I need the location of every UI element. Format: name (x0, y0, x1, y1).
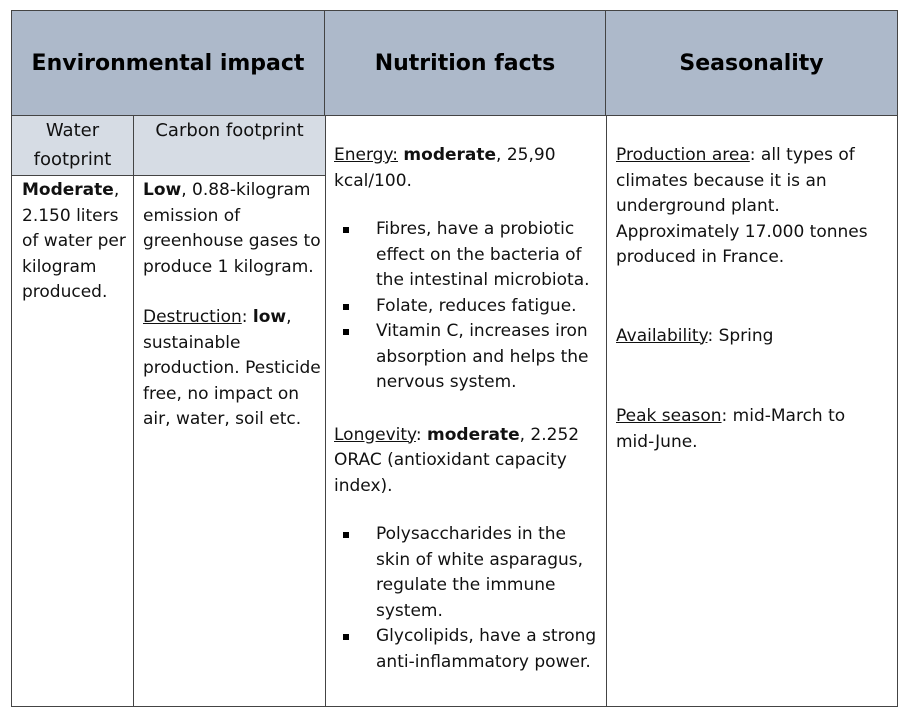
list-item: Polysaccharides in the skin of white asp… (334, 522, 600, 624)
production-paragraph: Production area: all types of climates b… (616, 143, 888, 271)
energy-label: Energy: (334, 145, 399, 165)
availability-text: : Spring (707, 325, 774, 346)
header-divider (12, 115, 897, 116)
header-nutrition-label: Nutrition facts (374, 50, 556, 76)
list-item: Folate, reduces fatigue. (334, 294, 600, 320)
water-text: , 2.150 liters of water per kilogram pro… (22, 180, 126, 302)
water-footprint-cell: Moderate, 2.150 liters of water per kilo… (22, 178, 128, 306)
water-level: Moderate (22, 180, 114, 200)
destruction-label: Destruction (143, 307, 242, 327)
longevity-bullet-list: Polysaccharides in the skin of white asp… (334, 522, 600, 675)
nutrition-facts-cell: Energy: moderate, 25,90 kcal/100. Fibres… (334, 143, 600, 675)
header-seasonality: Seasonality (606, 11, 897, 115)
header-environmental-label: Environmental impact (31, 50, 305, 76)
carbon-level: Low (143, 180, 182, 200)
energy-text: , 25,90 kcal/100. (334, 145, 556, 191)
availability-paragraph: Availability: Spring (616, 324, 888, 350)
destruction-text: , sustainable production. Pesticide free… (143, 307, 321, 429)
subheader-carbon-footprint: Carbon footprint (134, 116, 325, 175)
seasonality-cell: Production area: all types of climates b… (616, 143, 888, 455)
list-item: Glycolipids, have a strong anti-inflamma… (334, 624, 600, 675)
carbon-text: , 0.88-kilogram emission of greenhouse g… (143, 180, 321, 277)
column-divider-environmental (325, 116, 326, 706)
destruction-level: low (252, 307, 287, 327)
header-nutrition-facts: Nutrition facts (325, 11, 606, 115)
column-divider-nutrition (606, 116, 607, 706)
list-item: Fibres, have a probiotic effect on the b… (334, 217, 600, 294)
header-seasonality-label: Seasonality (679, 50, 824, 76)
availability-label: Availability (616, 325, 708, 346)
nutrition-table: Environmental impact Nutrition facts Sea… (11, 10, 898, 707)
longevity-separator: : (415, 424, 428, 445)
destruction-paragraph: Destruction: low, sustainable production… (143, 305, 321, 433)
subheader-water-footprint: Water footprint (12, 116, 133, 175)
column-divider-water (133, 116, 134, 706)
carbon-footprint-cell: Low, 0.88-kilogram emission of greenhous… (143, 178, 321, 433)
production-label: Production area (616, 145, 750, 165)
subheader-carbon-label: Carbon footprint (155, 120, 304, 141)
subheader-divider (12, 175, 325, 176)
list-item: Vitamin C, increases iron absorption and… (334, 319, 600, 396)
longevity-level: moderate (427, 424, 520, 445)
longevity-text: , 2.252 ORAC (antioxidant capacity index… (334, 424, 580, 496)
peak-season-text: : mid-March to mid-June. (616, 406, 846, 452)
destruction-separator: : (241, 307, 253, 327)
production-text: : all types of climates because it is an… (616, 145, 868, 267)
peak-season-paragraph: Peak season: mid-March to mid-June. (616, 404, 888, 455)
subheader-water-label: Water footprint (33, 120, 112, 170)
longevity-paragraph: Longevity: moderate, 2.252 ORAC (antioxi… (334, 423, 600, 500)
peak-season-label: Peak season (616, 406, 722, 426)
energy-bullet-list: Fibres, have a probiotic effect on the b… (334, 217, 600, 396)
energy-level: moderate (403, 145, 497, 165)
header-environmental-impact: Environmental impact (12, 11, 325, 115)
energy-paragraph: Energy: moderate, 25,90 kcal/100. (334, 143, 600, 194)
longevity-label: Longevity (334, 424, 416, 445)
